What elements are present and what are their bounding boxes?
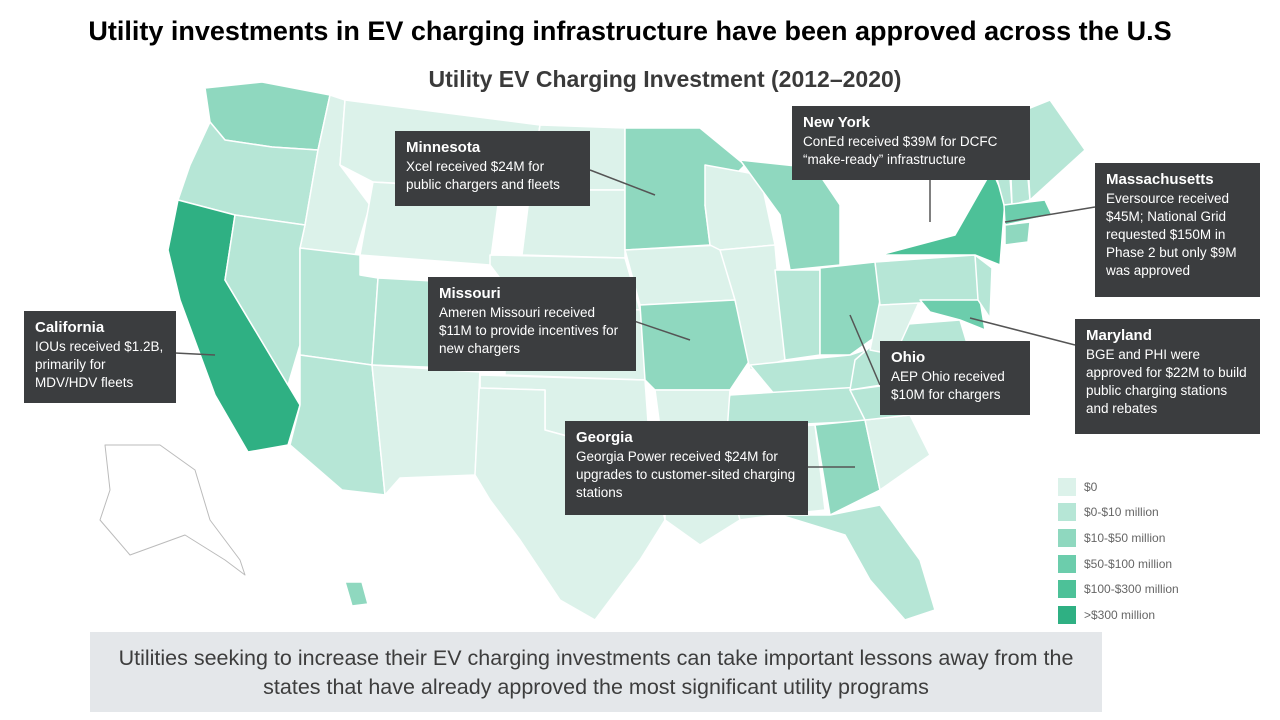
state-iowa (624, 244, 736, 306)
legend-item: $0 (1058, 474, 1179, 500)
leader-california (174, 352, 216, 356)
map-title: Utility EV Charging Investment (2012–202… (428, 66, 902, 92)
legend-swatch (1058, 477, 1076, 496)
callout-new-york: New York ConEd received $39M for DCFC “m… (792, 106, 1030, 180)
state-connecticut (1004, 221, 1031, 246)
state-missouri (639, 299, 751, 391)
state-florida (779, 504, 936, 621)
legend-item: $100-$300 million (1058, 576, 1179, 602)
legend-swatch (1058, 605, 1076, 624)
callout-text: BGE and PHI were approved for $22M to bu… (1086, 347, 1247, 416)
page-headline: Utility investments in EV charging infra… (88, 16, 1172, 46)
legend-label: $10-$50 million (1084, 530, 1166, 545)
callout-text: Eversource received $45M; National Grid … (1106, 191, 1237, 278)
callout-text: IOUs received $1.2B, primarily for MDV/H… (35, 339, 164, 390)
legend-label: $0-$10 million (1084, 505, 1159, 520)
state-hawaii (344, 581, 369, 607)
callout-state-name: New York (803, 114, 870, 131)
callout-text: Xcel received $24M for public chargers a… (406, 159, 560, 192)
state-new-jersey (974, 254, 993, 319)
legend-item: $10-$50 million (1058, 525, 1179, 551)
legend-label: $100-$300 million (1084, 582, 1179, 597)
legend-swatch (1058, 503, 1076, 522)
leader-minnesota (589, 169, 656, 196)
callout-california: California IOUs received $1.2B, primaril… (24, 311, 176, 403)
state-new-mexico (371, 364, 481, 496)
callout-text: Georgia Power received $24M for upgrades… (576, 449, 796, 500)
state-new-york (879, 169, 1006, 266)
state-ohio (819, 261, 886, 356)
callout-maryland: Maryland BGE and PHI were approved for $… (1075, 319, 1260, 434)
legend: $0 $0-$10 million $10-$50 million $50-$1… (1058, 474, 1179, 628)
callout-state-name: Maryland (1086, 327, 1152, 344)
legend-label: $50-$100 million (1084, 556, 1173, 571)
legend-swatch (1058, 528, 1076, 547)
state-massachusetts (1003, 199, 1053, 226)
legend-item: >$300 million (1058, 602, 1179, 628)
state-maryland (919, 299, 986, 331)
callout-state-name: California (35, 319, 105, 336)
callout-state-name: Massachusetts (1106, 171, 1214, 188)
takeaway-banner: Utilities seeking to increase their EV c… (90, 632, 1102, 712)
callout-missouri: Missouri Ameren Missouri received $11M t… (428, 277, 636, 371)
callout-state-name: Georgia (576, 429, 633, 446)
legend-label: >$300 million (1084, 607, 1156, 622)
callout-state-name: Missouri (439, 285, 501, 302)
callout-state-name: Ohio (891, 349, 926, 366)
callout-massachusetts: Massachusetts Eversource received $45M; … (1095, 163, 1260, 297)
callout-ohio: Ohio AEP Ohio received $10M for chargers (880, 341, 1030, 415)
legend-swatch (1058, 580, 1076, 599)
state-arizona (289, 354, 386, 496)
callout-state-name: Minnesota (406, 139, 481, 156)
callout-text: Ameren Missouri received $11M to provide… (439, 305, 619, 356)
legend-item: $0-$10 million (1058, 500, 1179, 526)
legend-item: $50-$100 million (1058, 551, 1179, 577)
callout-text: ConEd received $39M for DCFC “make-ready… (803, 134, 998, 167)
callout-georgia: Georgia Georgia Power received $24M for … (565, 421, 808, 515)
callout-minnesota: Minnesota Xcel received $24M for public … (395, 131, 590, 206)
legend-swatch (1058, 554, 1076, 573)
leader-ohio (849, 314, 881, 386)
state-utah (299, 247, 379, 366)
state-maine (1024, 99, 1086, 201)
legend-label: $0 (1084, 479, 1098, 494)
state-pennsylvania (874, 254, 981, 306)
leader-massachusetts (1004, 206, 1096, 223)
state-alaska (99, 444, 246, 576)
leader-maryland (969, 317, 1076, 346)
callout-text: AEP Ohio received $10M for chargers (891, 369, 1005, 402)
